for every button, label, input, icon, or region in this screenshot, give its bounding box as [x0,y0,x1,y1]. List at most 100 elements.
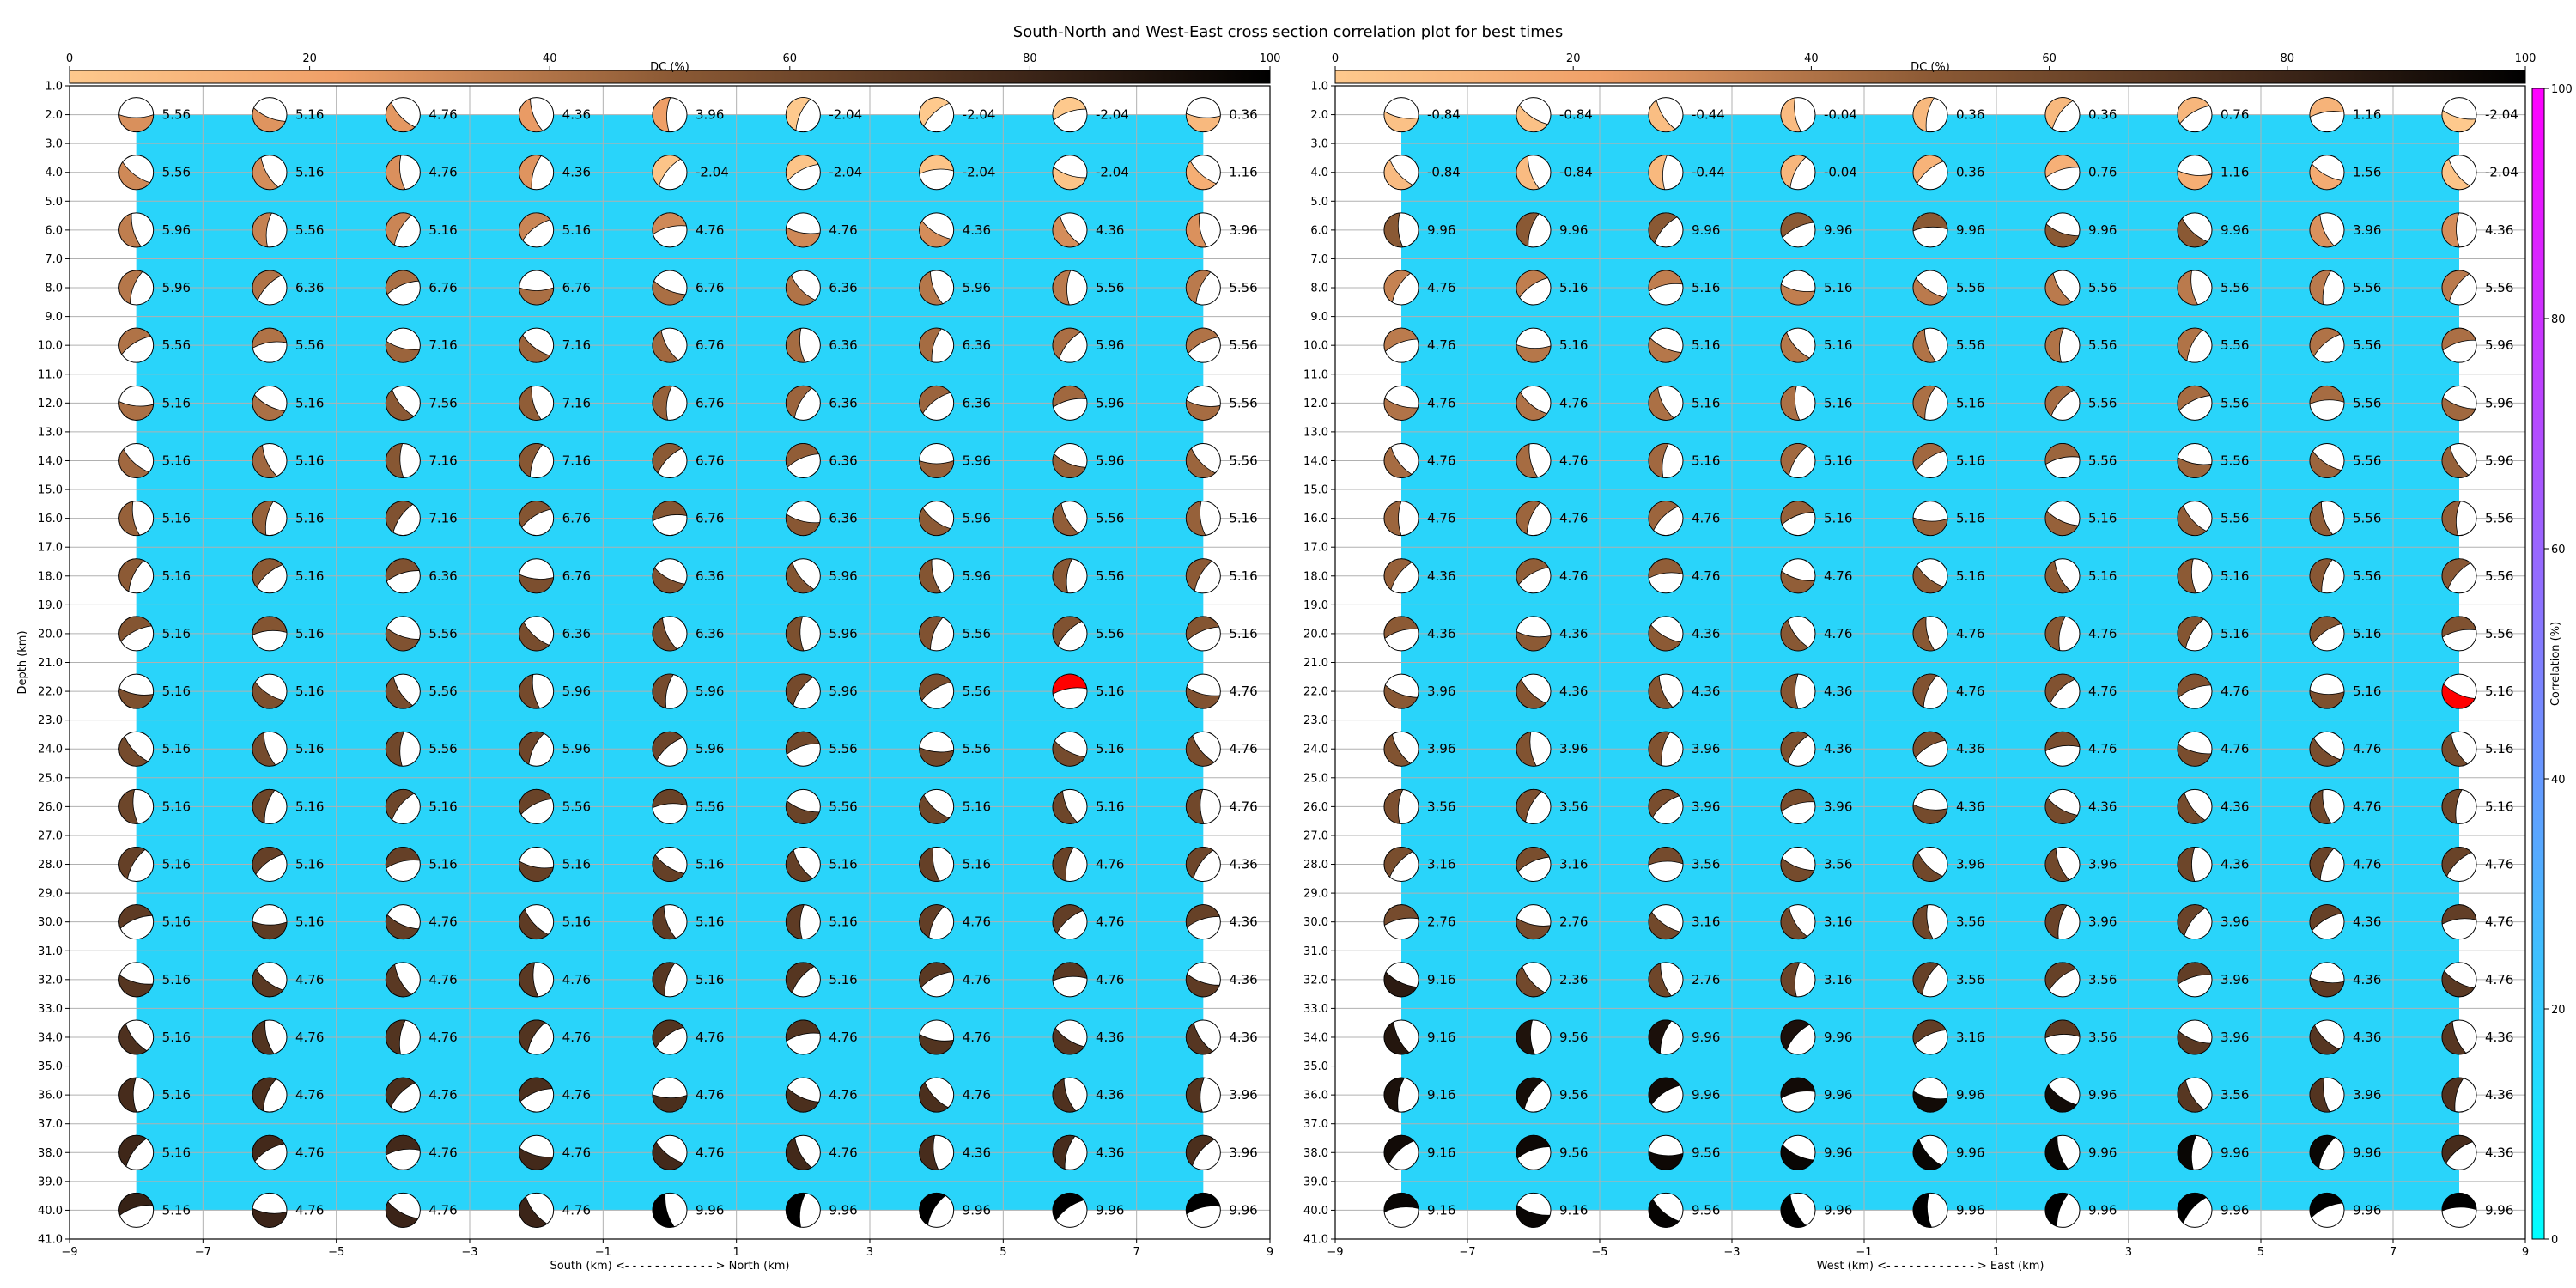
mechanism-beachball [2177,616,2213,652]
mechanism-beachball [118,962,155,998]
mechanism-beachball [1383,1077,1419,1113]
beachball-compression [1912,385,1936,420]
time-shift-label: 9.96 [1956,1202,1984,1218]
corr-tick-label: 80 [2551,313,2566,326]
mechanism-beachball [1516,616,1552,652]
time-shift-label: 5.16 [428,222,457,238]
beachball-compression [385,676,414,709]
mechanism-beachball [652,212,688,248]
dc-colorbar-left: 0 20 40 60 80 100 DC (%) [66,52,1280,84]
beachball-compression [1383,733,1412,767]
beachball-compression [2309,501,2334,536]
beachball-compression [1185,847,1214,879]
mechanism-beachball [519,904,555,940]
time-shift-label: 4.76 [428,914,457,930]
mechanism-beachball [1648,558,1684,594]
mechanism-beachball [2044,788,2081,824]
time-shift-label: 1.16 [2221,165,2249,180]
beachball-compression [252,920,288,939]
mechanism-beachball [252,501,288,537]
beachball-compression [919,327,942,362]
mechanism-beachball [1052,442,1088,478]
y-tick-label: 4.0 [45,167,63,179]
x-tick-label: 1 [1993,1246,2000,1259]
mechanism-beachball [2044,97,2081,133]
beachball-compression [652,673,674,709]
beachball-compression [1052,616,1083,647]
time-shift-label: 4.76 [1559,511,1588,526]
beachball-compression [1648,155,1668,191]
beachball-compression [2309,976,2345,997]
y-tick-label: 5.0 [45,196,63,209]
time-shift-label: 5.56 [2485,626,2513,641]
time-shift-label: 9.56 [1559,1145,1588,1160]
mechanism-beachball [519,558,555,594]
mechanism-beachball [2044,962,2081,998]
y-tick-label: 23.0 [1303,714,1328,727]
time-shift-label: 3.56 [1559,799,1588,814]
time-shift-label: 5.96 [963,568,991,584]
beachball-compression [785,731,820,756]
time-shift-label: 5.56 [1096,568,1124,584]
beachball-compression [519,789,553,816]
beachball-compression [1383,847,1414,878]
time-shift-label: 4.36 [1096,1087,1124,1103]
mechanism-beachball [919,442,955,478]
mechanism-beachball [385,904,421,940]
beachball-compression [252,394,286,421]
mechanism-beachball [919,673,955,709]
beachball-compression [1052,962,1088,981]
x-tick-label: −1 [595,1246,611,1259]
time-shift-label: 4.76 [1956,626,1984,641]
y-tick-label: 29.0 [1303,888,1328,901]
x-axis-label: South (km) <- - - - - - - - - - - - > No… [550,1260,789,1273]
beachball-compression [118,735,149,767]
mechanism-beachball [2044,904,2081,940]
beachball-compression [385,389,415,421]
beachball-compression [1780,857,1815,882]
time-shift-label: 4.76 [1229,683,1257,699]
mechanism-beachball [919,1019,955,1055]
time-shift-label: 3.96 [1229,1145,1257,1160]
time-shift-label: 5.56 [2088,453,2117,468]
beachball-compression [1648,558,1684,579]
mechanism-beachball [1780,673,1816,709]
mechanism-beachball [785,788,821,824]
beachball-compression [2177,217,2208,248]
dc-colorbar-bar [69,70,1271,84]
time-shift-label: 4.76 [696,1145,724,1160]
time-shift-label: 5.96 [696,741,724,756]
time-shift-label: -2.04 [829,165,862,180]
beachball-compression [1185,160,1218,191]
time-shift-label: 5.16 [562,222,591,238]
y-tick-label: 15.0 [1303,484,1328,497]
beachball-compression [1383,270,1412,303]
beachball-compression [919,673,952,702]
beachball-compression [385,627,420,652]
time-shift-label: 4.36 [1692,683,1720,699]
beachball-compression [1912,673,1938,708]
beachball-compression [1780,385,1801,421]
time-shift-label: 5.16 [1956,511,1984,526]
y-tick-label: 6.0 [45,224,63,237]
mechanism-beachball [118,847,155,883]
time-shift-label: 5.56 [963,626,991,641]
beachball-compression [1912,962,1940,996]
mechanism-beachball [1383,673,1419,709]
mechanism-beachball [1780,385,1816,421]
mechanism-beachball [2044,327,2081,363]
mechanism-beachball [652,1077,688,1113]
mechanism-beachball [1383,385,1419,421]
y-tick-label: 19.0 [38,599,63,612]
beachball-compression [1186,686,1221,709]
time-shift-label: 4.36 [1229,857,1257,872]
beachball-compression [385,443,404,478]
beachball-compression [1648,443,1669,478]
beachball-compression [652,567,686,594]
beachball-compression [1185,616,1220,641]
time-shift-label: 3.56 [2088,972,2117,987]
mechanism-beachball [1912,1134,1948,1170]
time-shift-label: 5.16 [162,453,191,468]
mechanism-beachball [385,1192,421,1228]
mechanism-beachball [519,1192,555,1228]
